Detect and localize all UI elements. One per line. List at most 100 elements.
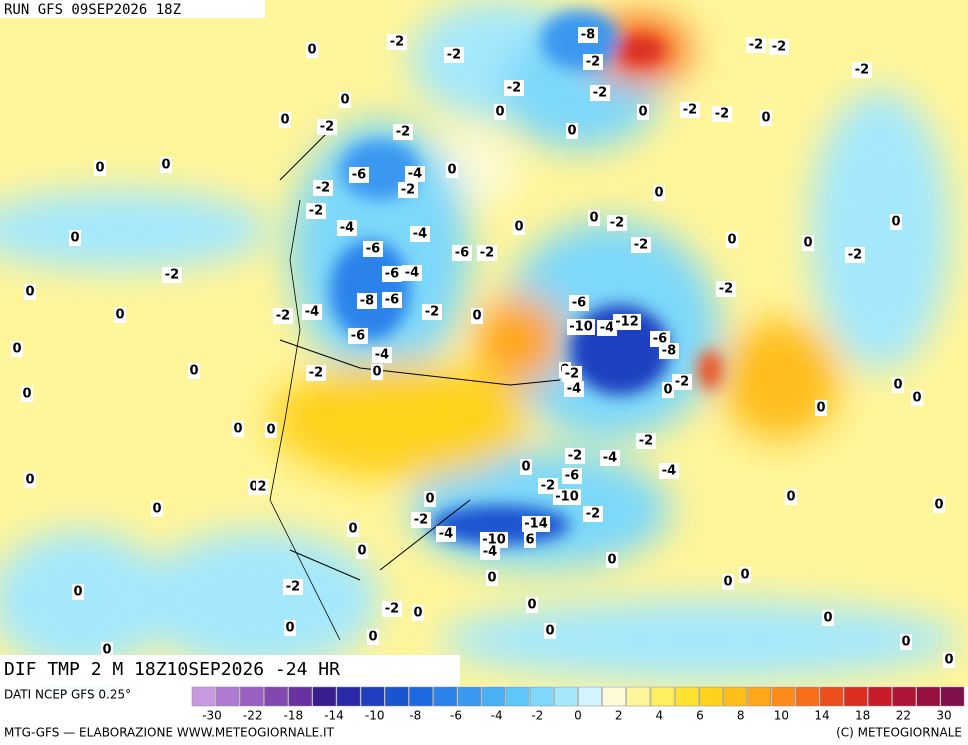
legend-tick-label: -22	[243, 709, 263, 723]
legend-tick-label: 30	[936, 709, 951, 723]
label-background	[398, 182, 418, 198]
label-background	[659, 343, 679, 359]
contour-label: 0	[727, 233, 736, 248]
label-background	[486, 570, 498, 586]
label-background	[513, 219, 525, 235]
contour-label: -2	[286, 580, 300, 595]
legend-swatch	[940, 686, 965, 707]
contour-label: 0	[280, 113, 289, 128]
contour-label: 0	[102, 643, 111, 658]
contour-label: 0	[266, 423, 275, 438]
contour-label: -2	[610, 216, 624, 231]
label-background	[637, 104, 649, 120]
label-background	[393, 124, 413, 140]
label-background	[436, 526, 456, 542]
label-background	[405, 166, 425, 182]
label-background	[302, 304, 322, 320]
contour-label: -4	[662, 464, 676, 479]
contour-label: 0	[803, 236, 812, 251]
contour-label: -4	[603, 451, 617, 466]
contour-label: -4	[405, 266, 419, 281]
legend-tick-label: -18	[284, 709, 304, 723]
legend-swatch	[240, 686, 264, 707]
contour-label: -2	[719, 282, 733, 297]
contour-label: -2	[565, 367, 579, 382]
label-background	[348, 328, 368, 344]
label-background	[680, 102, 700, 118]
legend-swatch	[433, 686, 457, 707]
copyright: (C) METEOGIORNALE	[836, 726, 962, 740]
contour-label: -12	[615, 315, 639, 330]
contour-label: -2	[715, 107, 729, 122]
legend-swatch	[699, 686, 723, 707]
label-background	[412, 605, 424, 621]
contour-label: 0	[357, 544, 366, 559]
label-background	[24, 284, 36, 300]
contour-label: 0	[285, 621, 294, 636]
contour-label: -14	[524, 517, 548, 532]
contour-label: 0	[70, 231, 79, 246]
contour-label: 0	[912, 391, 921, 406]
contour-label: -10	[555, 490, 579, 505]
label-background	[569, 295, 589, 311]
label-background	[890, 214, 902, 230]
contour-label: 0	[22, 387, 31, 402]
label-background	[564, 381, 584, 397]
contour-label: -2	[568, 449, 582, 464]
label-background	[892, 377, 904, 393]
contour-label: -4	[439, 527, 453, 542]
label-background	[636, 433, 656, 449]
label-background	[583, 54, 603, 70]
color-legend: -30 -22 -18 -14 -10 -8 -6 -4 -2 0 2 4 6 8 10 14 18 22 30	[191, 686, 965, 723]
label-background	[411, 512, 431, 528]
contour-label: 0	[233, 422, 242, 437]
contour-label: 0	[823, 611, 832, 626]
label-background	[306, 42, 318, 58]
label-background	[578, 27, 598, 43]
label-background	[387, 34, 407, 50]
label-background	[69, 230, 81, 246]
legend-swatch	[529, 686, 554, 707]
contour-label: -6	[653, 332, 667, 347]
data-source: DATI NCEP GFS 0.25°	[4, 688, 131, 702]
label-background	[494, 104, 506, 120]
label-background	[357, 293, 377, 309]
label-background	[653, 185, 665, 201]
label-background	[716, 281, 736, 297]
contour-label: -6	[572, 296, 586, 311]
label-background	[769, 39, 789, 55]
legend-swatch	[457, 686, 482, 707]
legend-swatch	[650, 686, 675, 707]
contour-label: 0	[161, 158, 170, 173]
label-background	[760, 110, 772, 126]
contour-label: -4	[305, 305, 319, 320]
label-background	[544, 623, 556, 639]
credit: MTG-GFS — ELABORAZIONE WWW.METEOGIORNALE…	[4, 726, 335, 740]
contour-label: -2	[447, 48, 461, 63]
legend-swatch	[843, 686, 868, 707]
label-background	[662, 382, 674, 398]
contour-label: 0	[413, 606, 422, 621]
legend-swatch	[771, 686, 796, 707]
label-background	[520, 459, 532, 475]
legend-swatch	[409, 686, 433, 707]
contour-label: 0	[638, 105, 647, 120]
contour-label: 0	[340, 93, 349, 108]
label-background	[553, 489, 581, 505]
contour-label: -2	[414, 513, 428, 528]
label-background	[284, 620, 296, 636]
label-background	[588, 210, 600, 226]
label-background	[356, 543, 368, 559]
label-background	[526, 597, 538, 613]
contour-label: -2	[316, 181, 330, 196]
label-background	[188, 363, 200, 379]
label-background	[337, 220, 357, 236]
contour-label: -2	[848, 248, 862, 263]
contour-label: 0	[901, 635, 910, 650]
contour-label: 0	[944, 653, 953, 668]
contour-label: 0	[368, 630, 377, 645]
legend-swatch	[819, 686, 844, 707]
legend-tick-label: 18	[855, 709, 870, 723]
label-background	[382, 601, 402, 617]
